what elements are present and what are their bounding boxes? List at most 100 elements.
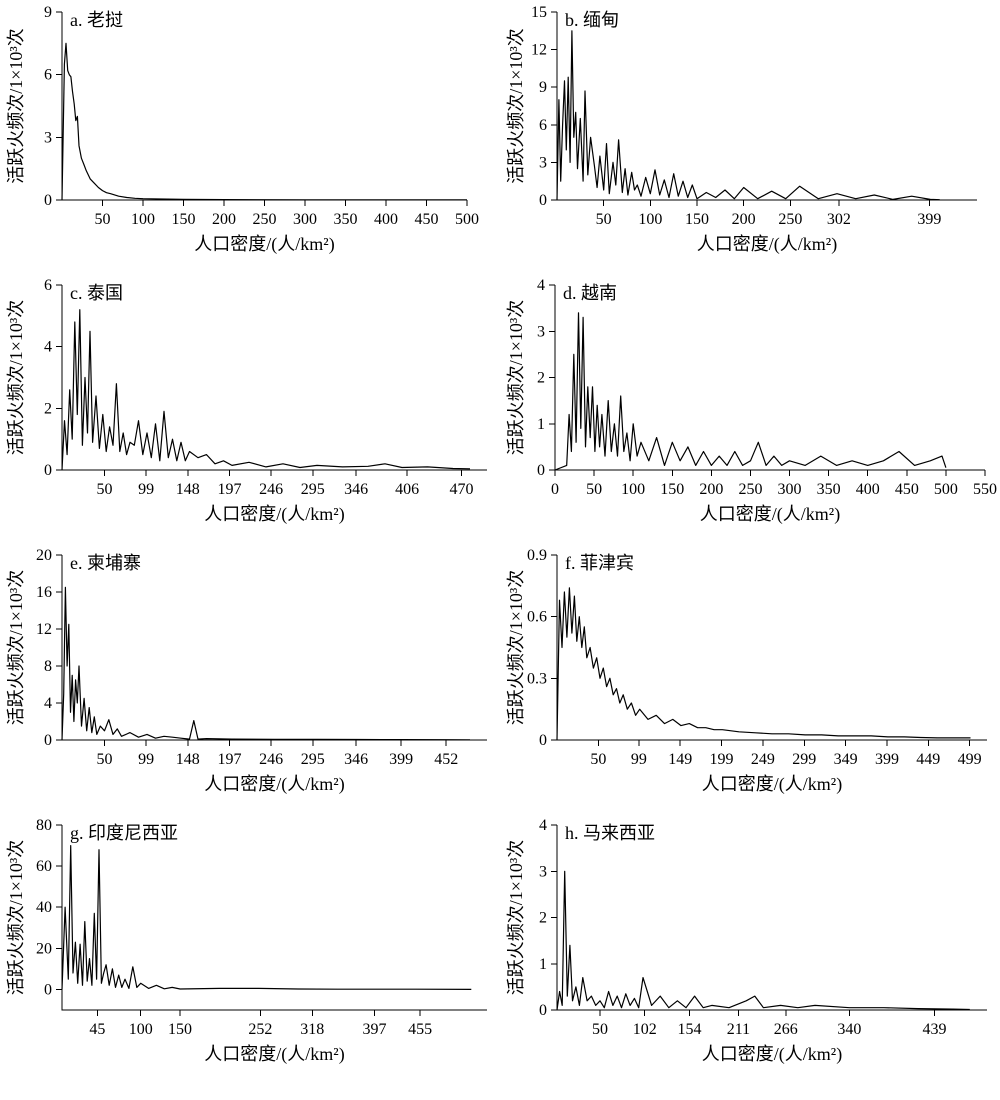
- x-tick-label: 50: [97, 751, 113, 768]
- y-axis-title: 活跃火频次/1×10³次: [506, 570, 526, 726]
- y-tick-label: 6: [539, 117, 547, 134]
- x-tick-label: 406: [395, 481, 419, 498]
- x-tick-label: 350: [817, 481, 841, 498]
- y-tick-label: 1: [537, 416, 545, 433]
- y-axis-title: 活跃火频次/1×10³次: [6, 570, 26, 726]
- x-tick-label: 199: [710, 751, 734, 768]
- chart-panel-2: 0 3 6 9 12 15 50 100 150 200 250 302 399 b. 缅甸人口密度/(人…: [506, 4, 977, 255]
- x-tick-label: 499: [958, 751, 982, 768]
- x-axis-title: 人口密度/(人/km²): [702, 1044, 842, 1065]
- axes-frame: [61, 12, 467, 201]
- x-tick-label: 346: [344, 751, 368, 768]
- series-line-1: [61, 309, 471, 471]
- x-tick-label: 470: [450, 481, 474, 498]
- y-tick-label: 20: [36, 940, 52, 957]
- x-tick-label: 102: [633, 1021, 657, 1038]
- y-tick-label: 9: [44, 4, 52, 21]
- y-tick-label: 20: [36, 547, 52, 564]
- x-tick-label: 211: [727, 1021, 750, 1038]
- y-tick-label: 8: [44, 658, 52, 675]
- x-tick-label: 300: [778, 481, 802, 498]
- x-tick-label: 200: [699, 481, 723, 498]
- axes-frame: [556, 555, 987, 741]
- x-tick-label: 0: [551, 481, 559, 498]
- panel-title: b. 缅甸: [565, 10, 619, 30]
- x-tick-label: 148: [176, 751, 200, 768]
- y-axis-title: 活跃火频次/1×10³次: [506, 300, 526, 456]
- x-tick-label: 197: [217, 751, 241, 768]
- x-tick-label: 100: [638, 211, 662, 228]
- y-tick-label: 0.3: [527, 670, 547, 687]
- x-tick-label: 99: [138, 481, 154, 498]
- y-tick-label: 9: [539, 79, 547, 96]
- x-tick-label: 252: [248, 1021, 272, 1038]
- y-tick-label: 2: [537, 370, 545, 387]
- y-tick-label: 80: [36, 817, 52, 834]
- x-axis-title: 人口密度/(人/km²): [204, 774, 344, 795]
- series-line-1: [61, 845, 472, 990]
- y-axis-title: 活跃火频次/1×10³次: [6, 28, 26, 184]
- x-axis-title: 人口密度/(人/km²): [204, 504, 344, 525]
- x-tick-label: 150: [660, 481, 684, 498]
- y-tick-label: 3: [539, 863, 547, 880]
- y-tick-label: 40: [36, 899, 52, 916]
- x-tick-label: 349: [834, 751, 858, 768]
- y-tick-label: 0: [44, 192, 52, 209]
- x-tick-label: 99: [138, 751, 154, 768]
- series-line-1: [556, 587, 971, 741]
- x-tick-label: 500: [455, 211, 479, 228]
- x-axis-title: 人口密度/(人/km²): [700, 504, 840, 525]
- x-tick-label: 295: [301, 751, 325, 768]
- x-tick-label: 500: [934, 481, 958, 498]
- x-tick-label: 449: [916, 751, 940, 768]
- x-tick-label: 150: [168, 1021, 192, 1038]
- y-tick-label: 16: [36, 584, 52, 601]
- y-tick-label: 0.9: [527, 547, 547, 564]
- y-tick-label: 6: [44, 67, 52, 84]
- x-tick-label: 148: [176, 481, 200, 498]
- x-tick-label: 50: [590, 751, 606, 768]
- series-line-1: [61, 42, 467, 201]
- x-tick-label: 452: [434, 751, 458, 768]
- x-tick-label: 302: [827, 211, 851, 228]
- x-tick-label: 246: [259, 481, 283, 498]
- y-tick-label: 0: [539, 192, 547, 209]
- x-tick-label: 150: [685, 211, 709, 228]
- axes-frame: [556, 825, 987, 1011]
- x-tick-label: 295: [301, 481, 325, 498]
- x-tick-label: 100: [621, 481, 645, 498]
- x-tick-label: 299: [792, 751, 816, 768]
- y-axis-title: 活跃火频次/1×10³次: [6, 300, 26, 456]
- x-axis-title: 人口密度/(人/km²): [194, 234, 334, 255]
- axes-frame: [61, 285, 487, 471]
- x-tick-label: 399: [875, 751, 899, 768]
- chart-panel-5: 0 4 8 12 16 20 50 99 148 197 246 295 346 399 452 e. 柬埔寨…: [6, 547, 487, 795]
- x-tick-label: 266: [774, 1021, 798, 1038]
- x-axis-title: 人口密度/(人/km²): [204, 1044, 344, 1065]
- y-tick-label: 12: [36, 621, 52, 638]
- chart-panel-1: 0 3 6 9 50 100 150 200 250 300 350 400 450 500 a. 老挝人口…: [6, 4, 479, 255]
- x-tick-label: 400: [374, 211, 398, 228]
- chart-panel-8: 0 1 2 3 4 50 102 154 211 266 340 439 h. 马来西亚人口密度/(人/…: [506, 817, 987, 1065]
- panel-title: a. 老挝: [70, 10, 123, 30]
- y-tick-label: 0: [537, 462, 545, 479]
- axes-frame: [61, 555, 487, 741]
- y-tick-label: 0: [539, 732, 547, 749]
- panel-title: c. 泰国: [70, 283, 123, 303]
- x-tick-label: 45: [89, 1021, 105, 1038]
- y-tick-label: 0.6: [527, 609, 547, 626]
- series-line-1: [556, 30, 940, 201]
- y-tick-label: 4: [537, 277, 545, 294]
- x-axis-title: 人口密度/(人/km²): [702, 774, 842, 795]
- x-tick-label: 455: [408, 1021, 432, 1038]
- x-tick-label: 154: [677, 1021, 701, 1038]
- y-axis-title: 活跃火频次/1×10³次: [6, 840, 26, 996]
- x-tick-label: 197: [217, 481, 241, 498]
- x-tick-label: 450: [895, 481, 919, 498]
- x-tick-label: 50: [586, 481, 602, 498]
- y-tick-label: 4: [44, 339, 52, 356]
- y-tick-label: 3: [539, 154, 547, 171]
- x-tick-label: 100: [131, 211, 155, 228]
- y-axis-title: 活跃火频次/1×10³次: [506, 28, 526, 184]
